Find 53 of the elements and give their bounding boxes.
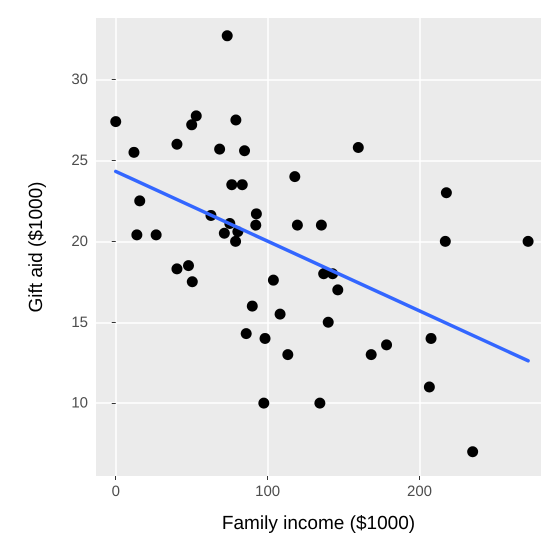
point xyxy=(440,236,451,247)
point xyxy=(314,398,326,409)
point xyxy=(522,236,534,247)
y-axis-title: Gift aid ($1000) xyxy=(26,182,47,312)
point xyxy=(246,300,258,312)
y-tick-label: 30 xyxy=(71,71,88,88)
point xyxy=(186,119,198,130)
point xyxy=(128,146,140,158)
point xyxy=(426,332,437,344)
point xyxy=(230,114,242,126)
point xyxy=(282,349,294,360)
point xyxy=(183,260,194,272)
x-axis-title: Family income ($1000) xyxy=(222,513,416,534)
point xyxy=(239,145,250,156)
point xyxy=(260,332,271,344)
point xyxy=(131,229,142,240)
point xyxy=(352,142,364,153)
point xyxy=(218,228,230,239)
x-tick-label: 0 xyxy=(112,483,120,500)
point xyxy=(134,195,146,206)
point xyxy=(316,220,327,231)
point xyxy=(222,30,233,42)
point xyxy=(214,144,226,155)
point xyxy=(289,171,300,182)
point xyxy=(226,179,238,190)
point xyxy=(190,110,202,122)
point xyxy=(171,138,182,150)
point xyxy=(322,316,334,328)
point xyxy=(110,116,122,128)
point xyxy=(381,339,392,350)
point xyxy=(332,284,344,296)
point xyxy=(171,263,182,274)
point xyxy=(424,381,435,392)
y-tick-label: 25 xyxy=(71,152,88,169)
point xyxy=(186,276,198,288)
point xyxy=(250,208,262,220)
point xyxy=(268,274,279,286)
point xyxy=(150,229,162,240)
y-tick-label: 15 xyxy=(71,314,88,331)
y-tick-label: 10 xyxy=(71,394,88,412)
point xyxy=(230,236,242,247)
point xyxy=(274,308,286,320)
point xyxy=(236,179,248,190)
point xyxy=(258,398,270,409)
x-tick-label: 100 xyxy=(255,483,280,500)
point xyxy=(250,220,262,231)
point xyxy=(467,446,478,458)
y-tick-label: 20 xyxy=(71,232,88,250)
point xyxy=(240,328,252,340)
x-tick-label: 200 xyxy=(406,483,432,500)
point xyxy=(440,187,452,198)
point xyxy=(366,349,377,360)
point xyxy=(292,220,303,231)
